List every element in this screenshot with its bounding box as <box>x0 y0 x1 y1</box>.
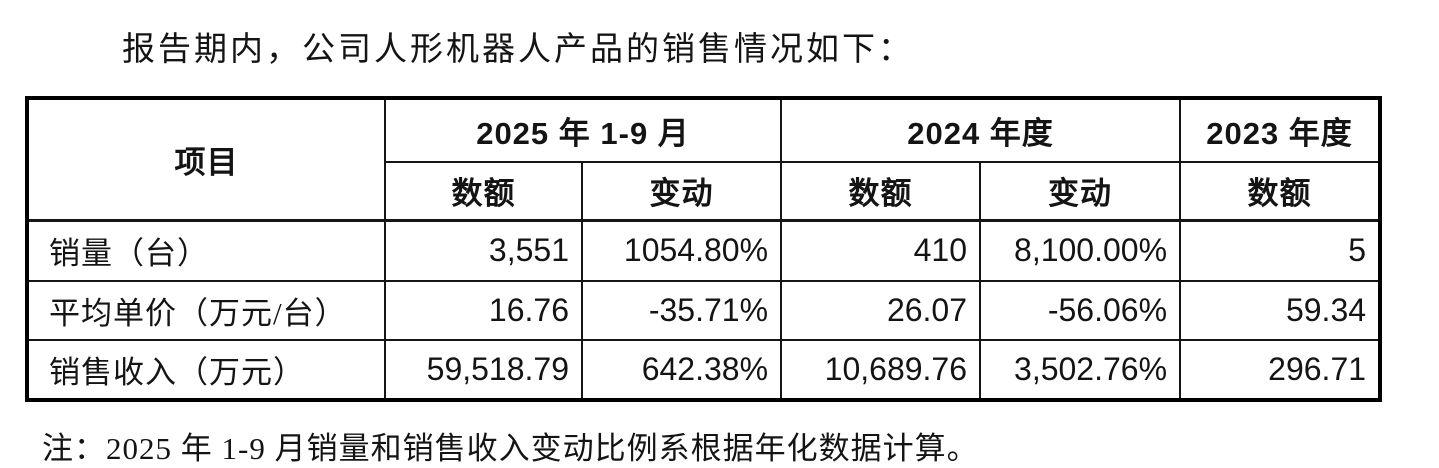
row-label: 销售收入（万元） <box>26 339 386 401</box>
cell-2024-change: 3,502.76% <box>979 339 1182 401</box>
table-header-sub-row: 数额 变动 数额 变动 数额 <box>27 161 1382 222</box>
footnote: 注：2025 年 1-9 月销量和销售收入变动比例系根据年化数据计算。 <box>42 431 979 466</box>
col-group-2025: 2025 年 1-9 月 <box>383 97 783 163</box>
col-header-2025-change: 变动 <box>580 161 783 222</box>
cell-2025-amount: 3,551 <box>384 219 583 282</box>
table-row-sales-volume: 销量（台） 3,551 1054.80% 410 8,100.00% 5 <box>26 219 1382 282</box>
cell-2024-change: -56.06% <box>979 280 1182 341</box>
cell-2023-amount: 5 <box>1179 219 1382 282</box>
cell-2024-amount: 10,689.76 <box>780 339 982 401</box>
cell-2025-change: 642.38% <box>580 339 783 401</box>
cell-2025-change: -35.71% <box>580 280 783 341</box>
sales-table: 项目 2025 年 1-9 月 2024 年度 2023 年度 数额 变动 数额… <box>25 96 1383 402</box>
col-header-2023-amount: 数额 <box>1179 161 1382 222</box>
cell-2025-amount: 59,518.79 <box>384 339 583 401</box>
col-header-2024-change: 变动 <box>979 161 1182 222</box>
col-header-2025-amount: 数额 <box>384 161 583 222</box>
cell-2023-amount: 59.34 <box>1179 280 1382 341</box>
cell-2025-amount: 16.76 <box>384 280 583 341</box>
col-header-2024-amount: 数额 <box>780 161 982 222</box>
intro-paragraph: 报告期内，公司人形机器人产品的销售情况如下： <box>122 32 914 68</box>
cell-2025-change: 1054.80% <box>580 219 783 282</box>
col-group-2024: 2024 年度 <box>780 97 1182 163</box>
cell-2023-amount: 296.71 <box>1179 339 1382 401</box>
row-label: 平均单价（万元/台） <box>26 280 386 341</box>
col-header-item: 项目 <box>26 97 386 222</box>
row-label: 销量（台） <box>26 219 386 282</box>
cell-2024-amount: 26.07 <box>780 280 982 341</box>
cell-2024-change: 8,100.00% <box>979 219 1182 282</box>
table-row-average-price: 平均单价（万元/台） 16.76 -35.71% 26.07 -56.06% 5… <box>26 280 1382 341</box>
table-header-group-row: 项目 2025 年 1-9 月 2024 年度 2023 年度 <box>26 97 1382 222</box>
col-group-2023: 2023 年度 <box>1179 97 1382 163</box>
table-row-sales-revenue: 销售收入（万元） 59,518.79 642.38% 10,689.76 3,5… <box>26 339 1382 401</box>
cell-2024-amount: 410 <box>780 219 982 282</box>
